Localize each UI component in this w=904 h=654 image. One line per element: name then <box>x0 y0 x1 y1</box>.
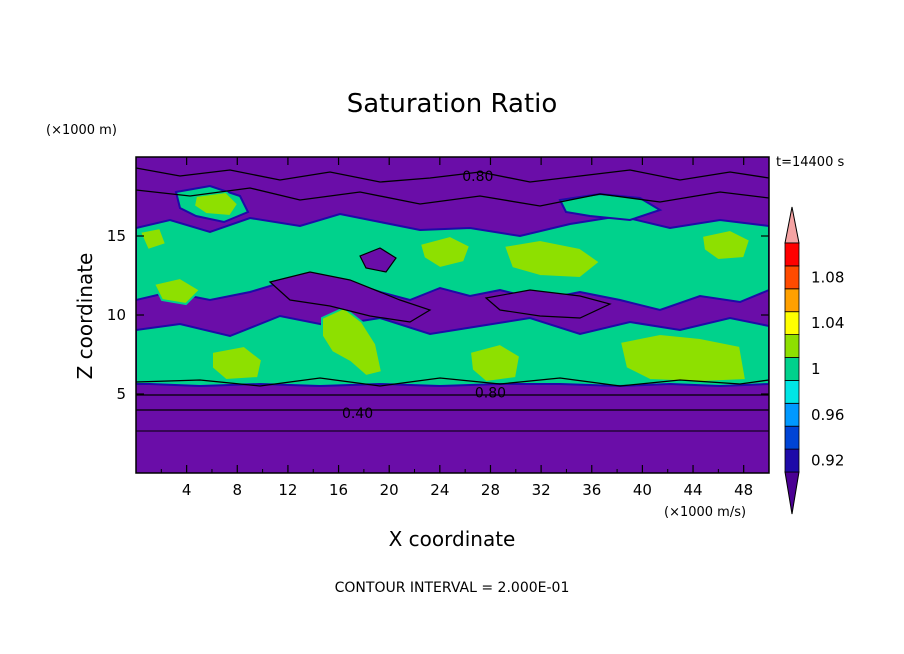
x-tick-label: 20 <box>380 481 399 499</box>
x-tick-label: 40 <box>633 481 652 499</box>
colorbar-segment <box>784 242 800 267</box>
cloud-core-region <box>321 306 384 378</box>
dry-pocket-region <box>268 271 432 323</box>
colorbar-segment <box>784 448 800 473</box>
colorbar-label: 0.96 <box>811 406 844 424</box>
contour-label: 0.80 <box>475 385 506 401</box>
x-tick-label: 8 <box>233 481 243 499</box>
contour-line <box>136 377 769 387</box>
x-tick-label: 24 <box>430 481 449 499</box>
colorbar-segment <box>784 379 800 404</box>
colorbar-segment <box>784 402 800 427</box>
cloud-core-region <box>618 332 748 384</box>
colorbar: 1.08 1.04 1 0.96 0.92 <box>784 206 844 515</box>
x-tick-label: 36 <box>582 481 601 499</box>
colorbar-segment <box>784 265 800 290</box>
cloud-core-region <box>192 190 240 218</box>
y-tick-label: 15 <box>107 227 126 245</box>
contour-label-group: 0.80 0.80 0.40 <box>342 169 506 422</box>
dry-pocket-region <box>484 289 612 319</box>
x-unit-label: (×1000 m/s) <box>664 505 746 520</box>
time-label: t=14400 s <box>776 155 844 170</box>
colorbar-segment <box>784 425 800 450</box>
y-axis-title: Z coordinate <box>73 253 97 380</box>
cloud-core-region <box>138 226 168 252</box>
contour-line <box>136 167 769 183</box>
contour-label: 0.40 <box>342 406 373 422</box>
plot-area: 0.80 0.80 0.40 <box>136 157 769 473</box>
y-unit-label: (×1000 m) <box>46 123 117 138</box>
colorbar-segment <box>784 357 800 381</box>
x-tick-label: 4 <box>182 481 192 499</box>
y-tick-label: 10 <box>107 306 126 324</box>
y-axis: 5 10 15 <box>107 227 769 403</box>
contour-line <box>136 187 769 207</box>
colorbar-segment <box>784 288 800 313</box>
cloud-core-region <box>152 276 202 306</box>
contour-label: 0.80 <box>462 169 493 185</box>
x-tick-label: 12 <box>278 481 297 499</box>
x-axis: 4 8 12 16 20 24 28 32 36 40 44 48 <box>160 157 753 499</box>
colorbar-label: 1.04 <box>811 314 844 332</box>
lower-layer <box>136 400 769 473</box>
colorbar-segment <box>784 334 800 358</box>
cloud-core-region <box>418 234 472 270</box>
dry-pocket-region <box>359 247 397 273</box>
cloud-core-region <box>211 344 264 382</box>
x-tick-label: 48 <box>734 481 753 499</box>
cloud-core-region <box>502 238 602 280</box>
y-tick-label: 5 <box>116 385 126 403</box>
cloud-core-region <box>700 228 752 262</box>
colorbar-upper-extension <box>784 206 800 244</box>
x-tick-label: 32 <box>532 481 551 499</box>
colorbar-label: 1 <box>811 360 821 378</box>
contour-interval-text: CONTOUR INTERVAL = 2.000E-01 <box>335 580 570 596</box>
x-tick-label: 16 <box>329 481 348 499</box>
x-tick-label: 44 <box>683 481 702 499</box>
colorbar-segment <box>784 311 800 336</box>
cloud-core-region <box>468 342 522 384</box>
colorbar-lower-extension <box>784 471 800 515</box>
colorbar-label: 0.92 <box>811 452 844 470</box>
x-axis-title: X coordinate <box>389 527 516 551</box>
chart-title: Saturation Ratio <box>347 89 558 119</box>
colorbar-label: 1.08 <box>811 268 844 286</box>
x-tick-label: 28 <box>481 481 500 499</box>
